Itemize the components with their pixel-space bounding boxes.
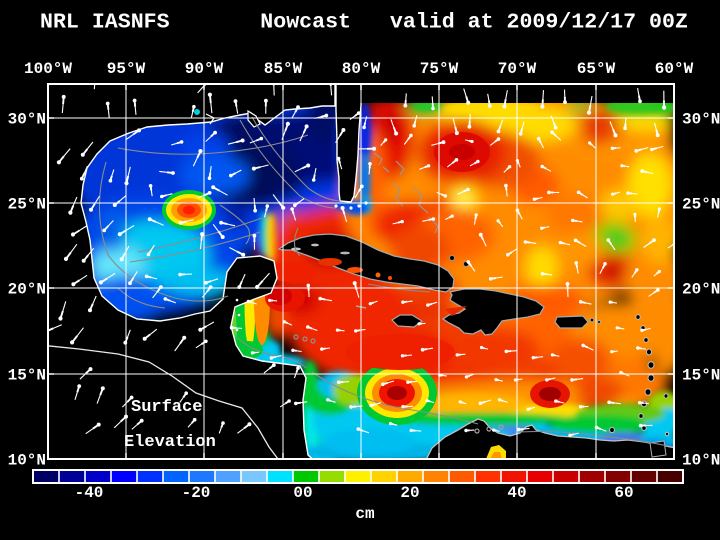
svg-text:75°W: 75°W	[420, 60, 459, 78]
svg-text:85°W: 85°W	[264, 60, 303, 78]
svg-text:Surface: Surface	[131, 398, 202, 417]
svg-text:Elevation: Elevation	[124, 433, 216, 452]
svg-text:00: 00	[293, 484, 312, 502]
svg-text:100°W: 100°W	[24, 60, 72, 78]
svg-text:65°W: 65°W	[577, 60, 616, 78]
svg-text:30°N: 30°N	[682, 111, 720, 129]
svg-text:20: 20	[400, 484, 419, 502]
svg-text:60: 60	[614, 484, 633, 502]
svg-text:70°W: 70°W	[498, 60, 537, 78]
svg-text:20°N: 20°N	[682, 281, 720, 299]
svg-text:10°N: 10°N	[682, 452, 720, 470]
svg-text:40: 40	[507, 484, 526, 502]
svg-text:90°W: 90°W	[185, 60, 224, 78]
svg-text:15°N: 15°N	[682, 367, 720, 385]
svg-text:10°N: 10°N	[8, 452, 46, 470]
svg-text:25°N: 25°N	[8, 196, 46, 214]
svg-text:20°N: 20°N	[8, 281, 46, 299]
svg-text:25°N: 25°N	[682, 196, 720, 214]
svg-text:80°W: 80°W	[342, 60, 381, 78]
svg-text:cm: cm	[355, 505, 375, 523]
svg-text:NRL IASNFS Nowcast val: NRL IASNFS Nowcast valid at 2009/12/17 0…	[40, 11, 688, 35]
svg-text:30°N: 30°N	[8, 111, 46, 129]
svg-text:95°W: 95°W	[107, 60, 146, 78]
svg-text:-40: -40	[75, 484, 104, 502]
svg-text:60°W: 60°W	[655, 60, 694, 78]
svg-text:15°N: 15°N	[8, 367, 46, 385]
svg-text:-20: -20	[182, 484, 211, 502]
